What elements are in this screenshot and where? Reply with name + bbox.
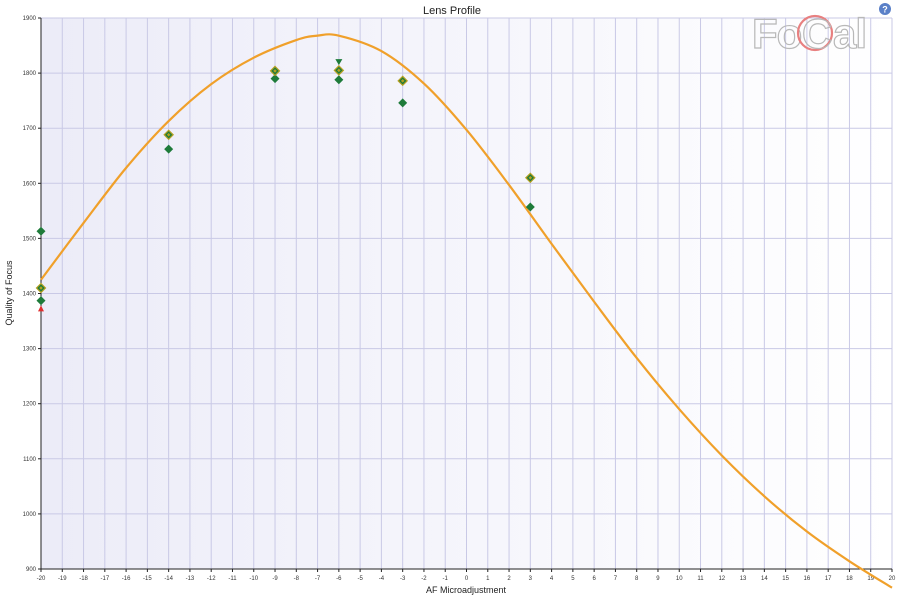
x-tick-label: 5 [571,576,575,582]
x-tick-label: -2 [421,576,427,582]
help-glyph: ? [882,5,888,15]
x-tick-label: -19 [58,576,67,582]
y-tick-label: 1500 [23,236,37,242]
x-tick-label: -18 [79,576,88,582]
x-tick-label: -4 [379,576,385,582]
y-tick-label: 1800 [23,71,37,77]
logo-text-left: Fo [752,10,802,57]
x-tick-label: 4 [550,576,554,582]
help-icon[interactable]: ? [879,3,891,15]
x-tick-label: 8 [635,576,639,582]
y-tick-label: 1400 [23,292,37,298]
data-point [334,75,344,85]
data-point-outlined-center [528,175,533,180]
x-tick-label: 14 [761,576,768,582]
x-tick-label: -16 [122,576,131,582]
y-tick-label: 1600 [23,181,37,187]
y-tick-label: 1900 [23,16,37,22]
x-tick-label: 7 [614,576,618,582]
x-tick-label: 3 [529,576,533,582]
fit-curve [40,33,893,589]
x-tick-label: 2 [507,576,511,582]
x-tick-label: -8 [294,576,300,582]
x-tick-label: -6 [336,576,342,582]
chart-title: Lens Profile [423,5,481,17]
x-tick-label: 1 [486,576,490,582]
x-tick-label: -13 [186,576,195,582]
x-tick-label: 12 [718,576,725,582]
focal-logo: Fo C al [751,9,867,57]
y-axis-label: Quality of Focus [4,260,14,326]
x-tick-label: 10 [676,576,683,582]
y-tick-label: 1300 [23,347,37,353]
data-point-outlined-center [166,133,171,137]
x-tick-label: -11 [228,576,237,582]
x-tick-label: 13 [740,576,747,582]
x-tick-label: 0 [465,576,469,582]
x-tick-label: 9 [656,576,660,582]
data-point [398,98,408,108]
x-tick-label: 15 [782,576,789,582]
x-tick-label: 20 [889,576,896,582]
x-axis-label: AF Microadjustment [426,585,507,595]
x-tick-label: 11 [697,576,704,582]
data-point [270,74,280,84]
logo-text-right: al [833,10,866,57]
x-tick-label: 16 [804,576,811,582]
y-tick-label: 1200 [23,402,37,408]
data-point-outlined-center [273,69,277,73]
logo-ring [796,14,834,52]
x-tick-label: -1 [443,576,449,582]
data-point [36,226,46,236]
x-tick-label: -12 [207,576,216,582]
x-tick-label: -5 [357,576,363,582]
x-tick-label: -20 [37,576,46,582]
data-point [525,202,535,212]
data-markers [35,59,536,312]
x-tick-label: -9 [272,576,278,582]
data-point [36,296,46,306]
x-tick-label: -17 [100,576,109,582]
data-point-triangle [335,59,343,66]
x-tick-label: 19 [867,576,874,582]
data-point-invalid [38,305,44,312]
data-point-outlined-center [39,286,43,290]
y-tick-label: 1000 [23,512,37,518]
x-tick-label: 6 [592,576,596,582]
y-tick-label: 1100 [23,457,37,463]
grid [40,17,893,570]
logo-text-ring: C [802,10,832,57]
x-tick-label: -3 [400,576,406,582]
data-point-outlined-center [337,68,341,73]
data-point [164,144,174,154]
y-tick-label: 1700 [23,126,37,132]
x-tick-label: -10 [249,576,258,582]
x-tick-label: -7 [315,576,321,582]
y-tick-label: 900 [26,567,37,573]
x-tick-label: -15 [143,576,152,582]
x-tick-label: -14 [164,576,173,582]
data-point-outlined-center [400,79,405,83]
tick-labels: -20 -19 -18 -17 -16 -15 -14 -13 -12 -11 -10 -9 -8 -7-… [23,16,896,582]
x-tick-label: 18 [846,576,853,582]
x-tick-label: 17 [825,576,832,582]
